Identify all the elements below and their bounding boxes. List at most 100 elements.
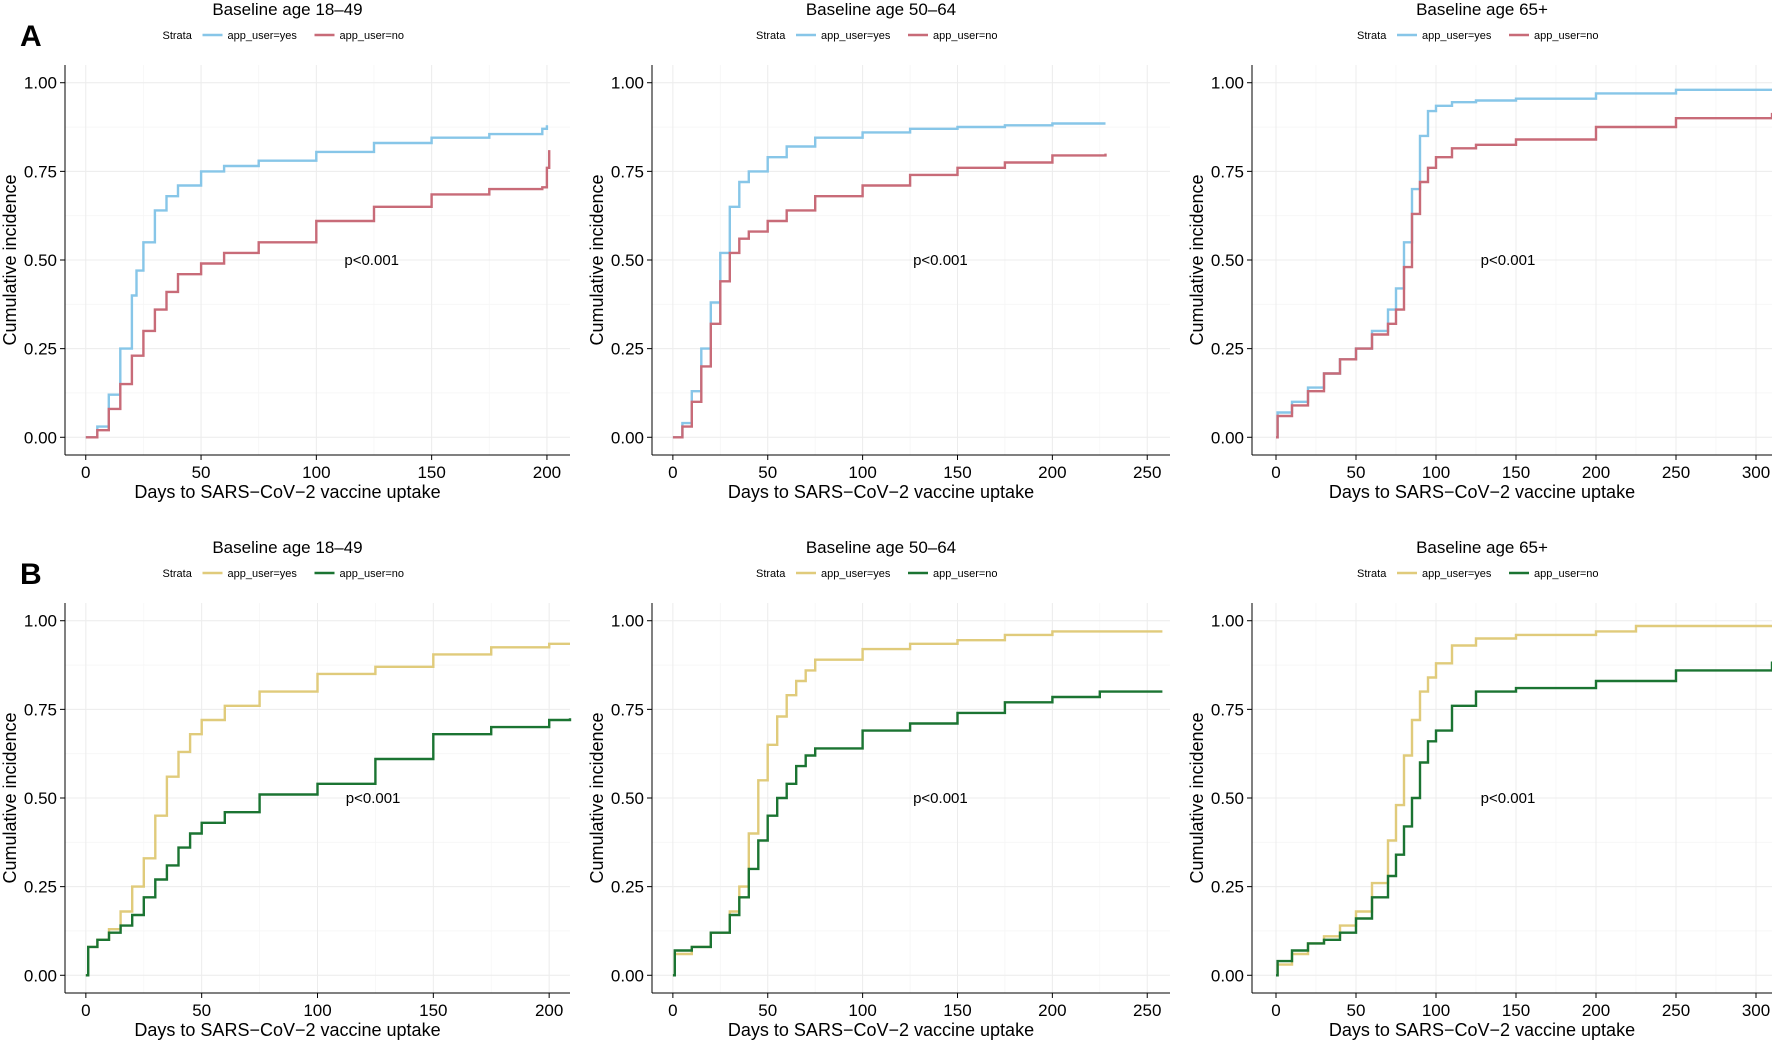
p-value-annotation: p<0.001	[346, 790, 401, 807]
x-tick-label: 100	[303, 1001, 331, 1020]
y-axis-label: Cumulative incidence	[1187, 712, 1207, 883]
x-axis-label: Days to SARS−CoV−2 vaccine uptake	[134, 482, 440, 502]
y-tick-label: 0.75	[611, 162, 644, 181]
x-tick-label: 0	[1271, 1001, 1280, 1020]
y-tick-label: 0.00	[24, 428, 57, 447]
y-tick-label: 1.00	[24, 74, 57, 93]
y-tick-label: 0.75	[1211, 700, 1244, 719]
legend-entry: app_user=yes	[1422, 568, 1492, 580]
y-tick-label: 0.25	[24, 340, 57, 359]
y-tick-label: 1.00	[611, 612, 644, 631]
legend-entry: app_user=yes	[1422, 30, 1492, 42]
legend-entry: app_user=no	[340, 30, 405, 42]
x-tick-label: 50	[1347, 1001, 1366, 1020]
y-tick-label: 0.00	[1211, 428, 1244, 447]
y-tick-label: 1.00	[24, 612, 57, 631]
legend-title: Strata	[756, 30, 786, 42]
y-tick-label: 0.25	[1211, 340, 1244, 359]
series-line-app-user-yes	[1276, 88, 1772, 439]
x-tick-label: 150	[943, 1001, 971, 1020]
y-tick-label: 0.50	[1211, 789, 1244, 808]
x-tick-label: 250	[1133, 1001, 1161, 1020]
y-axis-label: Cumulative incidence	[587, 712, 607, 883]
legend-entry: app_user=yes	[228, 568, 298, 580]
y-tick-label: 0.75	[1211, 162, 1244, 181]
p-value-annotation: p<0.001	[1481, 252, 1536, 269]
y-tick-label: 0.25	[611, 340, 644, 359]
y-tick-label: 0.50	[24, 789, 57, 808]
x-tick-label: 100	[848, 1001, 876, 1020]
chart-2: 0 50 100 150 200 250 0.00 0.25 0.50 0.75 1.00 Days …	[587, 0, 1170, 502]
x-tick-label: 50	[192, 1001, 211, 1020]
series-line-app-user-no	[672, 153, 1107, 439]
x-tick-label: 0	[81, 1001, 90, 1020]
x-tick-label: 50	[758, 463, 777, 482]
x-tick-label: 200	[1038, 463, 1066, 482]
legend-title: Strata	[1357, 568, 1387, 580]
chart-title: Baseline age 18–49	[212, 538, 362, 557]
x-tick-label: 0	[1271, 463, 1280, 482]
x-tick-label: 250	[1662, 463, 1690, 482]
chart-3: 0 50 100 150 200 250 300 0.00 0.25 0.50 0.75 1.00 Da…	[1187, 0, 1772, 502]
x-tick-label: 200	[1038, 1001, 1066, 1020]
x-tick-label: 0	[81, 463, 90, 482]
p-value-annotation: p<0.001	[344, 252, 399, 269]
y-tick-label: 0.25	[24, 878, 57, 897]
p-value-annotation: p<0.001	[913, 252, 968, 269]
x-tick-label: 200	[1582, 1001, 1610, 1020]
x-tick-label: 250	[1662, 1001, 1690, 1020]
x-tick-label: 0	[668, 463, 677, 482]
x-axis-label: Days to SARS−CoV−2 vaccine uptake	[1329, 482, 1635, 502]
y-axis-label: Cumulative incidence	[0, 174, 20, 345]
x-axis-label: Days to SARS−CoV−2 vaccine uptake	[1329, 1020, 1635, 1040]
x-tick-label: 300	[1742, 1001, 1770, 1020]
legend-entry: app_user=no	[340, 568, 405, 580]
y-tick-label: 0.00	[611, 966, 644, 985]
legend-entry: app_user=yes	[228, 30, 298, 42]
y-tick-label: 1.00	[1211, 612, 1244, 631]
legend-title: Strata	[163, 30, 193, 42]
y-axis-label: Cumulative incidence	[587, 174, 607, 345]
series-line-app-user-yes	[85, 642, 570, 977]
y-axis-label: Cumulative incidence	[0, 712, 20, 883]
chart-title: Baseline age 50–64	[806, 538, 956, 557]
series-line-app-user-yes	[672, 122, 1106, 439]
y-tick-label: 1.00	[1211, 74, 1244, 93]
x-tick-label: 0	[668, 1001, 677, 1020]
y-tick-label: 0.00	[1211, 966, 1244, 985]
x-tick-label: 100	[848, 463, 876, 482]
series-line-app-user-no	[85, 718, 572, 977]
series-line-app-user-no	[1276, 112, 1772, 439]
x-tick-label: 50	[1347, 463, 1366, 482]
legend-entry: app_user=yes	[821, 568, 891, 580]
legend-title: Strata	[756, 568, 786, 580]
x-tick-label: 100	[1422, 1001, 1450, 1020]
p-value-annotation: p<0.001	[913, 790, 968, 807]
x-tick-label: 50	[192, 463, 211, 482]
legend-entry: app_user=no	[933, 568, 998, 580]
x-axis-label: Days to SARS−CoV−2 vaccine uptake	[134, 1020, 440, 1040]
panel-letter-a: A	[20, 20, 42, 53]
legend-title: Strata	[1357, 30, 1387, 42]
x-axis-label: Days to SARS−CoV−2 vaccine uptake	[728, 1020, 1034, 1040]
x-tick-label: 250	[1133, 463, 1161, 482]
chart-1: 0 50 100 150 200 0.00 0.25 0.50 0.75 1.00 Days to …	[0, 0, 570, 502]
x-tick-label: 50	[758, 1001, 777, 1020]
y-tick-label: 0.00	[24, 966, 57, 985]
x-tick-label: 300	[1742, 463, 1770, 482]
panel-letter-b: B	[20, 558, 42, 591]
legend-entry: app_user=no	[1534, 568, 1599, 580]
y-tick-label: 0.00	[611, 428, 644, 447]
series-line-app-user-no	[85, 150, 551, 439]
series-line-app-user-yes	[85, 125, 549, 439]
series-line-app-user-no	[1276, 661, 1772, 977]
p-value-annotation: p<0.001	[1481, 790, 1536, 807]
chart-6: 0 50 100 150 200 250 300 0.00 0.25 0.50 0.75 1.00 Da…	[1187, 538, 1772, 1040]
x-tick-label: 150	[419, 1001, 447, 1020]
y-tick-label: 0.50	[611, 789, 644, 808]
chart-title: Baseline age 65+	[1416, 538, 1548, 557]
x-tick-label: 150	[1502, 463, 1530, 482]
y-tick-label: 0.25	[1211, 878, 1244, 897]
